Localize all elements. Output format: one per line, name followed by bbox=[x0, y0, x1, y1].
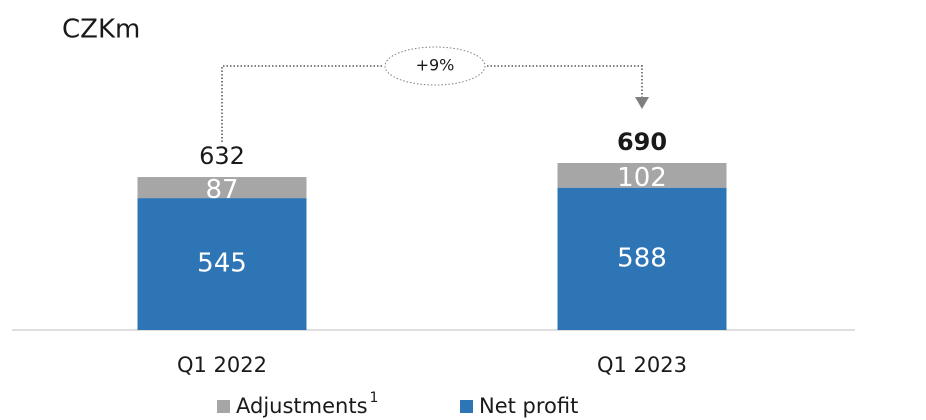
legend-swatch bbox=[217, 400, 230, 413]
bar-segment bbox=[557, 187, 727, 330]
data-label: 588 bbox=[617, 243, 667, 273]
legend-swatch bbox=[460, 400, 473, 413]
data-label: 102 bbox=[617, 163, 667, 193]
arrow-head bbox=[635, 97, 649, 109]
bar-segment bbox=[137, 177, 307, 199]
legend-footnote: 1 bbox=[370, 390, 379, 406]
data-label: 545 bbox=[197, 249, 247, 279]
total-label: 690 bbox=[617, 128, 667, 156]
x-tick-label: Q1 2023 bbox=[597, 353, 687, 377]
legend-label: Adjustments bbox=[236, 394, 368, 418]
data-label: 87 bbox=[205, 175, 238, 205]
chart-title: CZKm bbox=[62, 15, 140, 45]
annotation: +9% bbox=[416, 56, 455, 75]
total-label: 632 bbox=[199, 142, 245, 170]
x-tick-label: Q1 2022 bbox=[177, 353, 267, 377]
annotation-arrow bbox=[221, 65, 643, 142]
legend-label: Net profit bbox=[479, 394, 578, 418]
bar-segment bbox=[557, 163, 727, 188]
bar-segment bbox=[137, 198, 307, 330]
annotation-bubble bbox=[384, 46, 486, 86]
